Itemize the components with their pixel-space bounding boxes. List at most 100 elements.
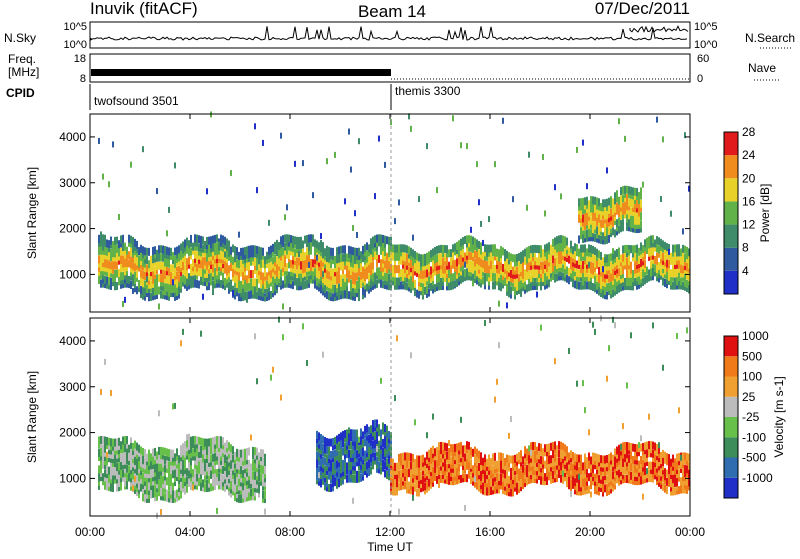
scatter-cell bbox=[348, 246, 350, 254]
scatter-cell bbox=[460, 442, 462, 450]
scatter-cell bbox=[100, 280, 102, 288]
scatter-cell bbox=[144, 280, 146, 288]
scatter-cell bbox=[330, 260, 332, 268]
scatter-cell bbox=[512, 254, 514, 262]
nsearch-tick-bottom: 10^0 bbox=[694, 39, 718, 51]
scatter-cell bbox=[428, 276, 430, 284]
scatter-cell bbox=[596, 282, 598, 290]
scatter-cell bbox=[440, 475, 442, 483]
scatter-cell bbox=[556, 257, 558, 265]
scatter-cell bbox=[280, 261, 282, 269]
power-colorbar-segment bbox=[724, 178, 738, 201]
power-colorbar-tick: 20 bbox=[742, 171, 756, 185]
scatter-cell bbox=[104, 276, 106, 284]
scatter-cell bbox=[112, 274, 114, 282]
scatter-cell bbox=[496, 473, 498, 481]
scatter-cell bbox=[248, 283, 250, 291]
scatter-cell-sparse bbox=[544, 210, 546, 216]
scatter-cell bbox=[550, 253, 552, 261]
scatter-cell bbox=[558, 458, 560, 466]
scatter-cell bbox=[238, 293, 240, 301]
scatter-cell bbox=[110, 249, 112, 257]
scatter-cell bbox=[162, 262, 164, 270]
scatter-cell bbox=[244, 247, 246, 255]
scatter-cell bbox=[486, 245, 488, 253]
scatter-cell bbox=[332, 463, 334, 471]
scatter-cell bbox=[124, 453, 126, 461]
scatter-cell bbox=[526, 284, 528, 292]
scatter-cell-sparse bbox=[202, 294, 204, 300]
scatter-cell bbox=[438, 253, 440, 261]
scatter-cell bbox=[680, 248, 682, 256]
scatter-cell bbox=[556, 474, 558, 482]
scatter-cell bbox=[126, 436, 128, 444]
scatter-cell bbox=[196, 280, 198, 288]
scatter-cell bbox=[316, 241, 318, 249]
frequency-panel: Freq. [MHz] 18 8 60 0 Nave bbox=[8, 52, 780, 85]
scatter-cell bbox=[556, 273, 558, 281]
scatter-cell bbox=[344, 442, 346, 450]
scatter-cell bbox=[622, 186, 624, 194]
scatter-cell bbox=[510, 253, 512, 261]
scatter-cell bbox=[246, 489, 248, 497]
scatter-cell bbox=[494, 273, 496, 281]
scatter-cell bbox=[556, 236, 558, 244]
scatter-cell bbox=[536, 257, 538, 265]
scatter-cell bbox=[176, 490, 178, 498]
scatter-cell bbox=[190, 264, 192, 272]
scatter-cell bbox=[374, 272, 376, 280]
scatter-cell bbox=[436, 447, 438, 455]
scatter-cell bbox=[294, 249, 296, 257]
scatter-cell bbox=[270, 262, 272, 270]
scatter-cell bbox=[394, 463, 396, 471]
scatter-cell bbox=[466, 268, 468, 276]
scatter-cell bbox=[362, 266, 364, 274]
scatter-cell bbox=[234, 452, 236, 460]
scatter-cell bbox=[642, 245, 644, 253]
scatter-cell bbox=[456, 443, 458, 451]
scatter-cell bbox=[354, 248, 356, 256]
scatter-cell bbox=[684, 254, 686, 262]
scatter-cell bbox=[318, 432, 320, 440]
scatter-cell bbox=[200, 458, 202, 466]
scatter-cell bbox=[686, 247, 688, 255]
scatter-cell bbox=[212, 236, 214, 244]
scatter-cell bbox=[324, 437, 326, 445]
scatter-cell bbox=[314, 239, 316, 247]
scatter-cell bbox=[406, 254, 408, 262]
scatter-cell bbox=[198, 243, 200, 251]
scatter-cell-sparse bbox=[286, 204, 288, 210]
scatter-cell bbox=[258, 481, 260, 489]
scatter-cell bbox=[364, 426, 366, 434]
scatter-cell bbox=[234, 472, 236, 480]
scatter-cell bbox=[180, 445, 182, 453]
scatter-cell bbox=[384, 260, 386, 268]
scatter-cell bbox=[586, 248, 588, 256]
scatter-cell bbox=[614, 229, 616, 237]
scatter-cell bbox=[596, 249, 598, 257]
scatter-cell bbox=[128, 251, 130, 259]
scatter-cell bbox=[114, 439, 116, 447]
scatter-cell bbox=[308, 276, 310, 284]
scatter-cell bbox=[206, 439, 208, 447]
scatter-cell bbox=[350, 450, 352, 458]
scatter-cell bbox=[412, 270, 414, 278]
scatter-cell bbox=[222, 235, 224, 243]
scatter-cell bbox=[474, 238, 476, 246]
scatter-cell bbox=[674, 253, 676, 261]
scatter-cell bbox=[658, 237, 660, 245]
scatter-cell-sparse bbox=[198, 452, 200, 458]
scatter-cell bbox=[292, 236, 294, 244]
scatter-cell bbox=[126, 247, 128, 255]
scatter-cell bbox=[116, 463, 118, 471]
scatter-cell bbox=[398, 483, 400, 491]
scatter-cell bbox=[370, 238, 372, 246]
scatter-cell bbox=[154, 246, 156, 254]
scatter-cell bbox=[522, 250, 524, 258]
date-title: 07/Dec/2011 bbox=[595, 0, 690, 18]
scatter-cell bbox=[628, 270, 630, 278]
scatter-cell bbox=[556, 458, 558, 466]
scatter-cell bbox=[330, 451, 332, 459]
scatter-cell bbox=[192, 448, 194, 456]
scatter-cell bbox=[276, 240, 278, 248]
